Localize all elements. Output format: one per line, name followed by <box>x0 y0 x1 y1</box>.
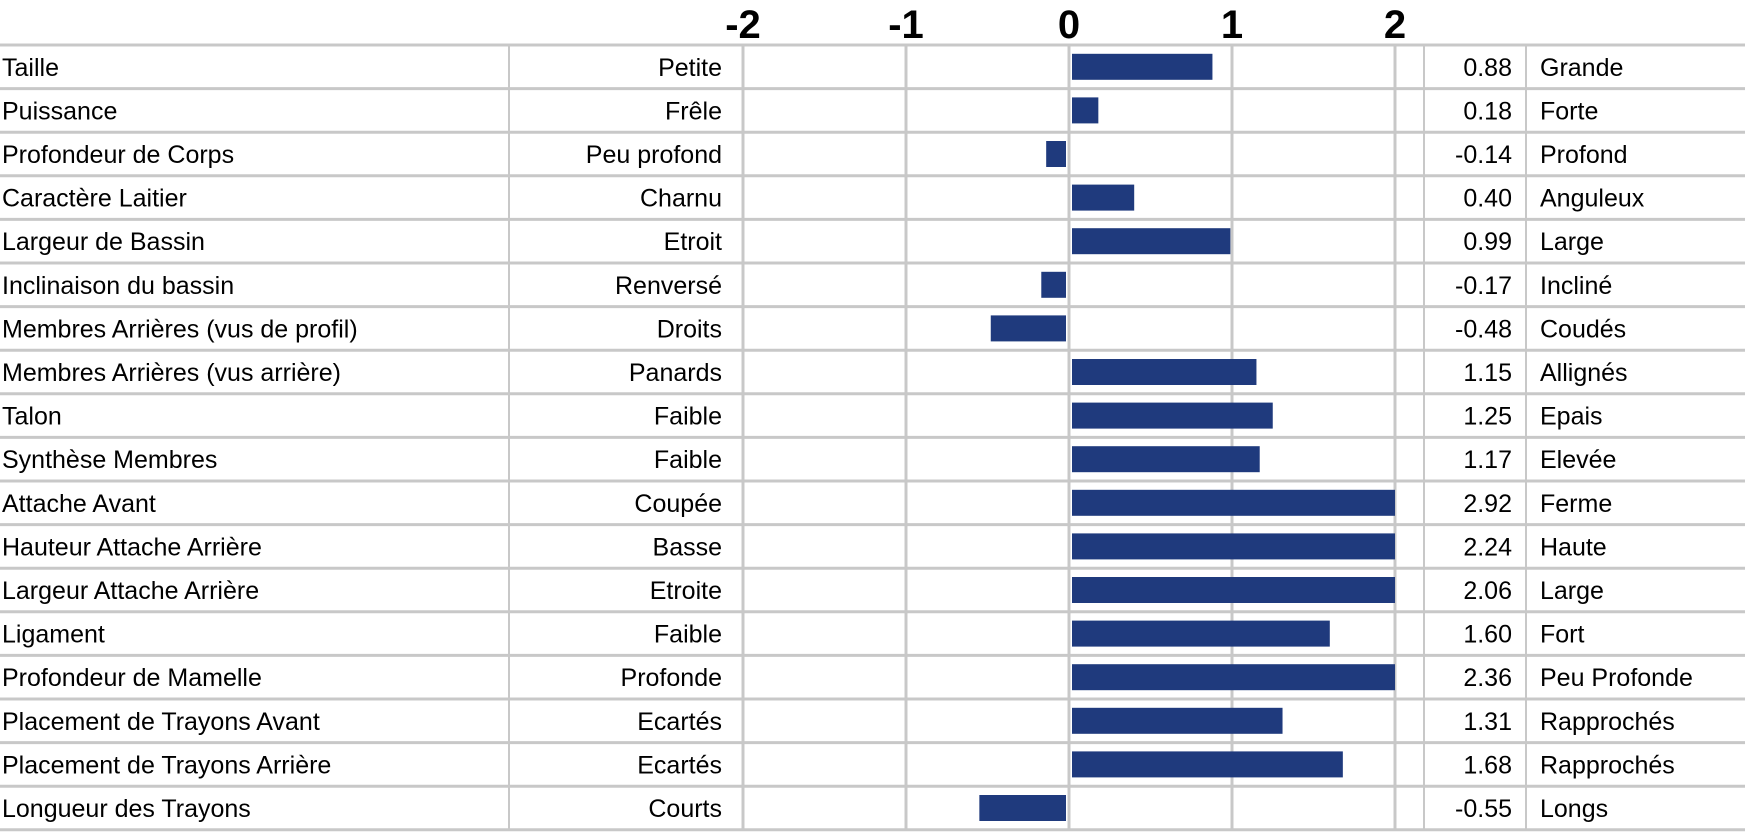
data-label: 0.99 <box>1463 228 1512 256</box>
labels-group: -2 -1 0 1 2 Taille Petite 0.88 Grande Puissance Fr… <box>2 3 1693 823</box>
low-extreme-label: Charnu <box>640 185 722 213</box>
high-extreme-label: Allignés <box>1540 359 1628 387</box>
trait-label: Synthèse Membres <box>2 446 217 474</box>
low-extreme-label: Frêle <box>665 97 722 125</box>
high-extreme-label: Large <box>1540 577 1604 605</box>
bar <box>1072 359 1257 385</box>
data-label: 2.24 <box>1463 533 1512 561</box>
data-label: 1.60 <box>1463 621 1512 649</box>
data-label: 0.88 <box>1463 54 1512 82</box>
data-label: 1.31 <box>1463 708 1512 736</box>
trait-label: Largeur de Bassin <box>2 228 205 256</box>
trait-label: Puissance <box>2 97 117 125</box>
trait-label: Hauteur Attache Arrière <box>2 533 262 561</box>
trait-label: Taille <box>2 54 59 82</box>
bar <box>1072 53 1213 80</box>
bar <box>1072 751 1343 778</box>
x-tick-label: 2 <box>1384 3 1406 47</box>
data-label: 2.36 <box>1463 664 1512 692</box>
high-extreme-label: Incliné <box>1540 272 1612 300</box>
bar <box>1041 271 1066 298</box>
high-extreme-label: Peu Profonde <box>1540 664 1693 692</box>
bar <box>990 315 1066 342</box>
trait-label: Membres Arrières (vus arrière) <box>2 359 341 387</box>
high-extreme-label: Elevée <box>1540 446 1616 474</box>
low-extreme-label: Faible <box>654 403 722 431</box>
bar <box>1072 184 1135 211</box>
trait-label: Largeur Attache Arrière <box>2 577 259 605</box>
low-extreme-label: Ecartés <box>637 708 722 736</box>
bar <box>1072 533 1395 560</box>
data-label: -0.14 <box>1455 141 1512 169</box>
high-extreme-label: Longs <box>1540 795 1608 823</box>
high-extreme-label: Coudés <box>1540 315 1626 343</box>
low-extreme-label: Droits <box>657 315 722 343</box>
bar <box>1072 707 1283 734</box>
high-extreme-label: Large <box>1540 228 1604 256</box>
low-extreme-label: Panards <box>629 359 722 387</box>
x-tick-label: 0 <box>1058 3 1080 47</box>
trait-label: Placement de Trayons Avant <box>2 708 320 736</box>
low-extreme-label: Peu profond <box>586 141 722 169</box>
low-extreme-label: Basse <box>653 533 722 561</box>
high-extreme-label: Ferme <box>1540 490 1612 518</box>
data-label: -0.55 <box>1455 795 1512 823</box>
data-label: 1.68 <box>1463 751 1512 779</box>
bar <box>1072 402 1273 429</box>
bars-group <box>979 53 1395 821</box>
high-extreme-label: Grande <box>1540 54 1623 82</box>
high-extreme-label: Anguleux <box>1540 185 1645 213</box>
bar <box>1072 620 1330 647</box>
low-extreme-label: Petite <box>658 54 722 82</box>
low-extreme-label: Faible <box>654 621 722 649</box>
low-extreme-label: Faible <box>654 446 722 474</box>
bar <box>1072 664 1395 691</box>
data-label: -0.17 <box>1455 272 1512 300</box>
data-label: 0.40 <box>1463 185 1512 213</box>
high-extreme-label: Forte <box>1540 97 1598 125</box>
trait-label: Profondeur de Corps <box>2 141 234 169</box>
data-label: 0.18 <box>1463 97 1512 125</box>
x-tick-label: -2 <box>725 3 761 47</box>
trait-label: Membres Arrières (vus de profil) <box>2 315 358 343</box>
x-tick-label: 1 <box>1221 3 1243 47</box>
bar <box>1072 489 1395 516</box>
data-label: -0.48 <box>1455 315 1512 343</box>
trait-label: Profondeur de Mamelle <box>2 664 262 692</box>
high-extreme-label: Fort <box>1540 621 1585 649</box>
low-extreme-label: Courts <box>648 795 722 823</box>
data-label: 1.25 <box>1463 403 1512 431</box>
bar <box>1046 141 1066 167</box>
bar <box>1072 446 1260 473</box>
low-extreme-label: Ecartés <box>637 751 722 779</box>
high-extreme-label: Rapprochés <box>1540 708 1675 736</box>
trait-label: Ligament <box>2 621 105 649</box>
low-extreme-label: Profonde <box>621 664 722 692</box>
trait-label: Inclinaison du bassin <box>2 272 234 300</box>
bar <box>979 795 1066 821</box>
low-extreme-label: Coupée <box>634 490 722 518</box>
high-extreme-label: Profond <box>1540 141 1628 169</box>
data-label: 2.92 <box>1463 490 1512 518</box>
high-extreme-label: Epais <box>1540 403 1603 431</box>
low-extreme-label: Etroit <box>664 228 722 256</box>
trait-label: Longueur des Trayons <box>2 795 251 823</box>
high-extreme-label: Rapprochés <box>1540 751 1675 779</box>
bar <box>1072 577 1395 603</box>
trait-label: Placement de Trayons Arrière <box>2 751 331 779</box>
bar <box>1072 228 1231 255</box>
data-label: 1.17 <box>1463 446 1512 474</box>
trait-label: Talon <box>2 403 62 431</box>
trait-label: Caractère Laitier <box>2 185 187 213</box>
x-tick-label: -1 <box>888 3 924 47</box>
low-extreme-label: Renversé <box>615 272 722 300</box>
data-label: 1.15 <box>1463 359 1512 387</box>
low-extreme-label: Etroite <box>650 577 722 605</box>
trait-label: Attache Avant <box>2 490 156 518</box>
high-extreme-label: Haute <box>1540 533 1607 561</box>
data-label: 2.06 <box>1463 577 1512 605</box>
bar <box>1072 97 1099 124</box>
grid-lines <box>0 43 1745 832</box>
